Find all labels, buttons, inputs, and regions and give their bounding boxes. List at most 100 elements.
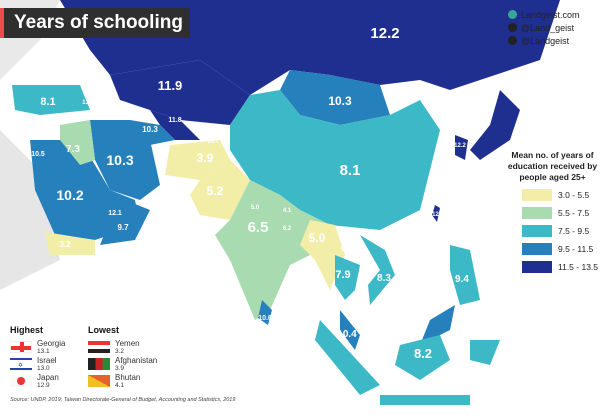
region-myanmar: [300, 220, 345, 290]
value-label-thailand: 7.9: [335, 269, 350, 281]
value-label-azerbaijan: 10.6: [98, 111, 110, 117]
legend-swatch: [522, 207, 552, 219]
region-china: [230, 90, 440, 230]
list-item: Bhutan 4.1: [88, 372, 157, 389]
value-label-kazakhstan: 11.9: [158, 78, 183, 93]
region-afghanistan: [165, 140, 230, 180]
value-label-mongolia: 10.3: [328, 94, 352, 108]
region-turkey: [12, 85, 90, 115]
value-label-georgia: 13.1: [82, 100, 94, 106]
region-india: [215, 180, 330, 320]
value-label-iraq: 7.3: [66, 144, 80, 155]
region-vietnam: [360, 235, 395, 305]
value-label-turkmenistan: 10.3: [142, 125, 158, 134]
region-taiwan: [432, 205, 440, 222]
value-label-laos: 5.5: [341, 247, 350, 253]
region-sri-lanka: [258, 300, 272, 325]
region-kazakhstan: [110, 60, 250, 125]
legend-item: 9.5 - 11.5: [522, 243, 605, 255]
legend-swatch: [522, 243, 552, 255]
twitter-text: @Landgeist: [521, 35, 570, 46]
value-label-china: 8.1: [340, 162, 361, 179]
legend-label: 9.5 - 11.5: [558, 243, 594, 254]
value-label-myanmar: 5.0: [309, 231, 326, 245]
value-label-saudi: 10.2: [56, 187, 83, 203]
highest-list: Highest Georgia 13.1 ✡ Israel 13.0 Japan 12.…: [10, 325, 65, 389]
legend-item: 5.5 - 7.5: [522, 207, 605, 219]
region-japan: [470, 90, 520, 160]
country-value: 3.2: [115, 347, 125, 355]
country-value: 13.0: [37, 364, 50, 372]
country-name: Georgia: [37, 338, 66, 348]
region-turkmenistan: [130, 120, 175, 145]
legend-swatch: [522, 261, 552, 273]
list-item: Georgia 13.1: [10, 338, 65, 355]
legend: Mean no. of years of education received …: [500, 150, 605, 273]
value-label-taiwan: 12.8: [432, 212, 444, 218]
country-value: 3.9: [115, 364, 125, 372]
value-label-cambodia: 5.0: [357, 283, 366, 289]
instagram-text: @Land_geist: [521, 22, 575, 33]
legend-label: 11.5 - 13.5: [558, 261, 599, 272]
twitter-icon: [508, 36, 517, 45]
region-philippines: [450, 245, 480, 305]
legend-swatch: [522, 225, 552, 237]
region-iraq: [60, 120, 95, 165]
israel-flag-icon: ✡: [10, 357, 32, 370]
value-label-uae: 12.1: [108, 210, 122, 217]
legend-item: 3.0 - 5.5: [522, 189, 605, 201]
list-item: Japan 12.9: [10, 372, 65, 389]
value-label-russia: 12.2: [370, 25, 399, 42]
highest-heading: Highest: [10, 325, 44, 335]
legend-label: 5.5 - 7.5: [558, 207, 590, 218]
japan-flag-icon: [10, 374, 32, 387]
social-links: Landgeist.com @Land_geist @Landgeist: [508, 8, 580, 47]
region-south-korea: [455, 135, 468, 160]
region-saudi: [30, 140, 140, 240]
value-label-south-korea: 12.2: [454, 143, 466, 149]
value-label-bhutan: 4.1: [283, 208, 292, 214]
legend-item: 11.5 - 13.5: [522, 261, 605, 273]
region-indonesia: [315, 320, 500, 405]
value-label-afghanistan: 3.9: [197, 151, 214, 165]
legend-title: Mean no. of years of education received …: [507, 150, 598, 182]
website-link[interactable]: Landgeist.com: [508, 8, 580, 21]
value-label-iran: 10.3: [106, 152, 133, 168]
country-value: 12.9: [37, 381, 50, 389]
bhutan-flag-icon: [88, 374, 110, 387]
value-label-japan: 12.9: [473, 125, 487, 132]
twitter-link[interactable]: @Landgeist: [508, 34, 580, 47]
country-name: Afghanistan: [115, 355, 158, 365]
instagram-link[interactable]: @Land_geist: [508, 21, 580, 34]
country-name: Bhutan: [115, 372, 141, 382]
region-uzbekistan: [150, 110, 200, 140]
afghanistan-flag-icon: [88, 357, 110, 370]
region-oman: [100, 200, 150, 245]
lowest-heading: Lowest: [88, 325, 120, 335]
africa-land: [0, 130, 60, 290]
yemen-flag-icon: [88, 340, 110, 353]
value-label-india: 6.5: [248, 219, 269, 236]
value-label-yemen: 3.2: [59, 240, 71, 249]
source-note: Source: UNDP, 2019; Taiwan Directorate-G…: [10, 397, 236, 403]
legend-item: 7.5 - 9.5: [522, 225, 605, 237]
legend-label: 3.0 - 5.5: [558, 189, 590, 200]
value-label-jordan: 10.5: [31, 151, 45, 158]
value-label-syria: 5.8: [47, 127, 57, 134]
legend-label: 7.5 - 9.5: [558, 225, 590, 236]
country-name: Israel: [37, 355, 57, 365]
lowest-list: Lowest Yemen 3.2 Afghanistan 3.9 Bhutan 4.1: [88, 325, 157, 389]
value-label-oman: 9.7: [117, 223, 129, 232]
list-item: Yemen 3.2: [88, 338, 157, 355]
value-label-philippines: 9.4: [455, 274, 469, 285]
value-label-kyrgyzstan: 11.1: [214, 126, 226, 132]
value-label-vietnam: 8.3: [377, 273, 391, 284]
list-item: ✡ Israel 13.0: [10, 355, 65, 372]
map-title: Years of schooling: [0, 8, 190, 38]
georgia-flag-icon: [10, 340, 32, 353]
country-name: Yemen: [115, 338, 140, 348]
list-item: Afghanistan 3.9: [88, 355, 157, 372]
instagram-icon: [508, 23, 517, 32]
value-label-nepal: 5.0: [251, 205, 260, 211]
legend-swatch: [522, 189, 552, 201]
